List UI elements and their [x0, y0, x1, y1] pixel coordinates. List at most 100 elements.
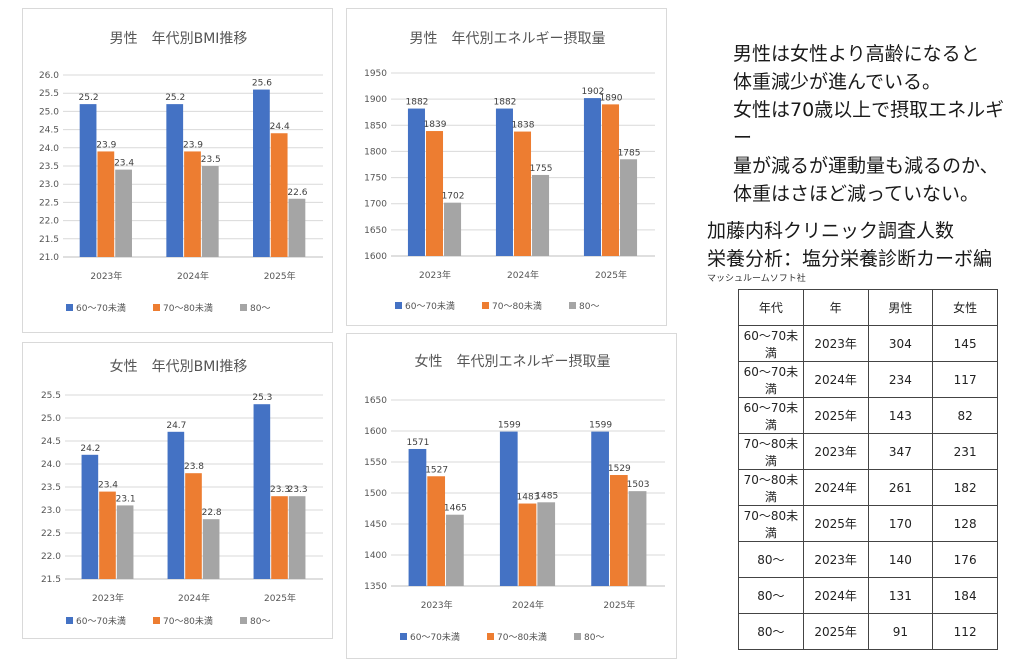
data-label: 25.2 [165, 93, 185, 103]
survey-title: 加藤内科クリニック調査人数 [707, 220, 955, 242]
legend-label: 60～70未満 [76, 615, 126, 627]
data-label: 23.3 [270, 485, 290, 495]
table-row: 70～80未満 2023年 347 231 [738, 433, 998, 470]
bar [583, 98, 601, 257]
cell-age: 60～70未満 [738, 325, 804, 362]
cell-year: 2023年 [802, 325, 869, 362]
header-male: 男性 [867, 289, 934, 326]
y-tick-label: 1600 [364, 427, 387, 437]
x-tick-label: 2023年 [90, 270, 122, 282]
data-label: 23.9 [96, 140, 116, 150]
chart-male-energy: 男性 年代別エネルギー摂取量 1600 1650 1700 1750 1800 1850 19… [346, 8, 667, 326]
data-label: 1599 [498, 421, 521, 431]
survey-table: 年代 年 男性 女性 60～70未満 2023年 304 145 60～70未満… [738, 289, 998, 650]
bar [427, 476, 446, 586]
y-tick-label: 1850 [364, 121, 387, 131]
legend-swatch [569, 302, 576, 309]
data-label: 1483 [517, 493, 540, 503]
data-label: 25.6 [252, 79, 272, 89]
cell-female: 184 [932, 577, 998, 614]
data-label: 1838 [512, 121, 535, 131]
bar [99, 491, 116, 579]
y-tick-label: 1750 [364, 174, 387, 184]
bar [167, 431, 185, 579]
data-label: 24.4 [270, 122, 290, 132]
legend-swatch [395, 302, 402, 309]
bar [115, 169, 132, 257]
cell-year: 2024年 [802, 469, 869, 506]
bar [270, 133, 288, 257]
y-tick-label: 24.5 [41, 437, 61, 447]
y-tick-label: 24.0 [39, 144, 59, 154]
data-label: 22.6 [287, 188, 307, 198]
bar [288, 198, 306, 257]
data-label: 24.2 [80, 444, 100, 454]
header-age: 年代 [738, 289, 804, 326]
bar [609, 475, 628, 586]
data-label: 1503 [627, 480, 650, 490]
cell-female: 112 [932, 613, 998, 650]
legend-swatch [66, 617, 73, 624]
data-label: 1882 [406, 98, 429, 108]
cell-year: 2023年 [802, 433, 869, 470]
y-tick-label: 22.5 [39, 198, 59, 208]
cell-female: 176 [932, 541, 998, 578]
cell-year: 2025年 [802, 613, 869, 650]
table-row: 80～ 2024年 131 184 [738, 577, 998, 614]
cell-male: 140 [867, 541, 934, 578]
bar [116, 505, 134, 579]
bar [201, 166, 219, 257]
chart-female-bmi-svg: 女性 年代別BMI推移 21.5 22.0 22.5 23.0 23.5 24.0 24.5 2… [41, 358, 323, 627]
y-tick-label: 25.5 [41, 391, 61, 401]
table-row: 60～70未満 2024年 234 117 [738, 361, 998, 398]
data-label: 1599 [589, 421, 612, 431]
bar [628, 491, 647, 586]
y-tick-label: 23.0 [41, 506, 61, 516]
cell-male: 234 [867, 361, 934, 398]
data-label: 23.4 [114, 159, 134, 169]
data-label: 23.8 [184, 462, 204, 472]
cell-age: 70～80未満 [738, 433, 804, 470]
table-row: 70～80未満 2025年 170 128 [738, 505, 998, 542]
x-tick-label: 2024年 [507, 269, 539, 281]
cell-age: 70～80未満 [738, 505, 804, 542]
chart-male-bmi: 男性 年代別BMI推移 21.0 21.5 22.0 22.5 23.0 23.5 24.0 2… [22, 8, 333, 333]
bar [79, 104, 97, 258]
legend-swatch [400, 633, 407, 640]
y-tick-label: 1450 [364, 520, 387, 530]
bar [253, 89, 270, 257]
data-label: 23.5 [201, 155, 221, 165]
legend-label: 80～ [250, 617, 270, 627]
data-label: 25.3 [252, 393, 272, 403]
data-label: 23.1 [116, 494, 136, 504]
y-tick-label: 22.0 [41, 552, 61, 562]
y-tick-label: 1900 [364, 95, 387, 105]
data-label: 1839 [424, 120, 447, 130]
chart-male-energy-svg: 男性 年代別エネルギー摂取量 1600 1650 1700 1750 1800 1850 19… [364, 31, 655, 312]
bar [537, 502, 556, 586]
cell-age: 80～ [738, 577, 804, 614]
cell-female: 231 [932, 433, 998, 470]
y-tick-label: 22.0 [39, 217, 59, 227]
chart-title: 女性 年代別BMI推移 [110, 358, 248, 375]
y-tick-label: 25.0 [39, 107, 59, 117]
legend-swatch [153, 617, 160, 624]
legend-label: 70～80未満 [497, 631, 547, 643]
cell-female: 128 [932, 505, 998, 542]
cell-age: 60～70未満 [738, 361, 804, 398]
y-tick-label: 23.5 [41, 483, 61, 493]
chart-title: 女性 年代別エネルギー摂取量 [415, 353, 611, 370]
y-tick-label: 1700 [364, 200, 387, 210]
cell-male: 131 [867, 577, 934, 614]
cell-age: 80～ [738, 613, 804, 650]
cell-male: 261 [867, 469, 934, 506]
cell-male: 347 [867, 433, 934, 470]
bar [97, 151, 115, 257]
data-label: 1890 [600, 93, 623, 103]
y-tick-label: 1950 [364, 69, 387, 79]
legend-label: 70～80未満 [492, 300, 542, 312]
bar [495, 108, 513, 256]
bar [166, 104, 184, 258]
x-tick-label: 2025年 [264, 592, 296, 604]
y-tick-label: 25.5 [39, 89, 59, 99]
